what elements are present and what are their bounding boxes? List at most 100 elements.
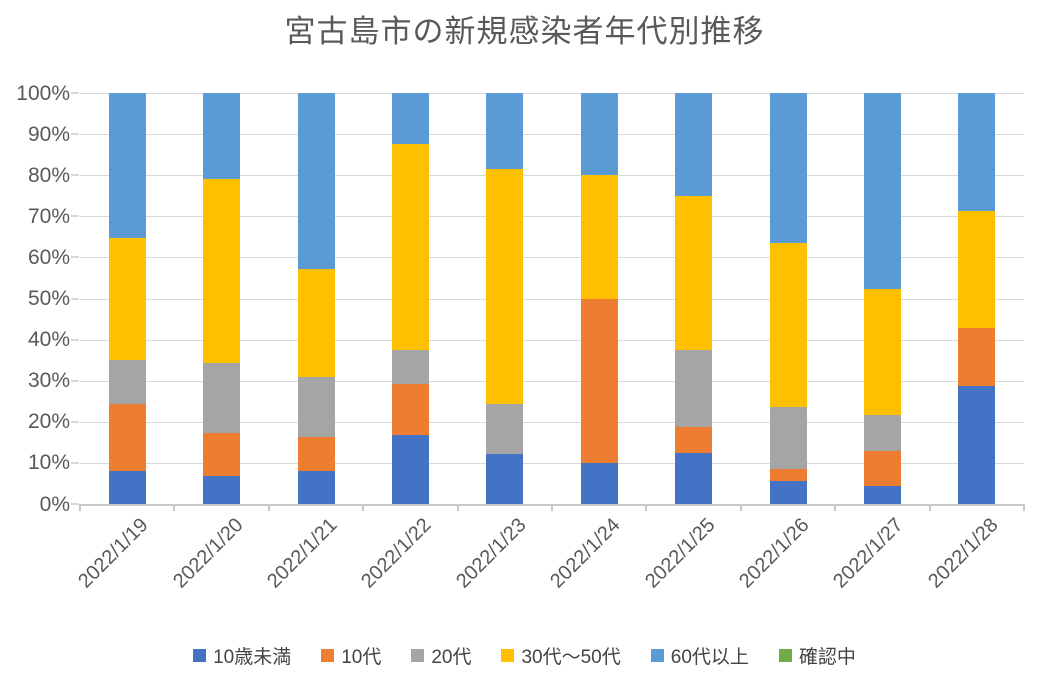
y-axis-label: 70% bbox=[27, 204, 70, 228]
bar-segment-10代 bbox=[108, 404, 146, 471]
bar-segment-30代〜50代 bbox=[391, 144, 429, 350]
y-axis-tick bbox=[71, 379, 79, 382]
bar-segment-20代 bbox=[863, 414, 901, 451]
bar-2022/1/25 bbox=[675, 93, 713, 504]
legend-swatch-icon bbox=[501, 649, 515, 662]
bar-segment-10代 bbox=[297, 436, 335, 471]
grid-line bbox=[80, 175, 1024, 177]
x-axis-tick bbox=[173, 504, 176, 511]
y-axis-tick bbox=[71, 297, 79, 300]
y-axis-tick bbox=[71, 256, 79, 259]
legend-swatch-icon bbox=[411, 649, 425, 662]
x-axis-tick bbox=[79, 504, 81, 511]
bar-segment-30代〜50代 bbox=[958, 210, 996, 328]
bar-segment-60代以上 bbox=[486, 93, 524, 169]
legend-label: 確認中 bbox=[798, 647, 856, 668]
bar-segment-20代 bbox=[675, 349, 713, 427]
y-axis-label: 30% bbox=[27, 369, 70, 393]
legend: 10歳未満 10代 20代 30代〜50代 60代以上 確認中 bbox=[0, 642, 1049, 669]
bar-segment-10代 bbox=[958, 327, 996, 387]
bar-segment-60代以上 bbox=[675, 93, 713, 196]
legend-item-30代〜50代: 30代〜50代 bbox=[501, 642, 621, 669]
x-axis-label: 2022/1/27 bbox=[829, 514, 908, 593]
bar-2022/1/23 bbox=[486, 93, 524, 504]
y-axis-label: 50% bbox=[27, 287, 70, 310]
bar-segment-10歳未満 bbox=[580, 462, 618, 504]
y-axis-label: 40% bbox=[27, 328, 70, 352]
grid-line bbox=[80, 339, 1024, 341]
bar-segment-30代〜50代 bbox=[675, 195, 713, 350]
bar-segment-30代〜50代 bbox=[486, 168, 524, 404]
y-axis-tick bbox=[71, 133, 79, 136]
legend-item-10代: 10代 bbox=[321, 642, 381, 669]
bar-segment-10代 bbox=[675, 426, 713, 453]
bar-segment-20代 bbox=[108, 359, 146, 405]
bar-2022/1/20 bbox=[203, 93, 241, 504]
bar-segment-20代 bbox=[391, 349, 429, 384]
legend-item-60代以上: 60代以上 bbox=[650, 642, 749, 669]
bar-2022/1/22 bbox=[391, 93, 429, 504]
y-axis-label: 0% bbox=[39, 492, 70, 516]
legend-label: 20代 bbox=[431, 647, 472, 668]
y-axis-tick bbox=[71, 215, 79, 218]
bar-segment-60代以上 bbox=[203, 93, 241, 179]
bar-segment-30代〜50代 bbox=[297, 268, 335, 377]
bar-2022/1/26 bbox=[769, 93, 807, 504]
grid-line bbox=[80, 421, 1024, 423]
bar-2022/1/21 bbox=[297, 93, 335, 504]
x-axis-tick bbox=[456, 504, 459, 511]
x-axis-label: 2022/1/28 bbox=[923, 514, 1003, 593]
y-axis-tick bbox=[71, 503, 79, 505]
bar-segment-20代 bbox=[203, 362, 241, 434]
bar-segment-10代 bbox=[580, 298, 618, 463]
bar-segment-60代以上 bbox=[863, 93, 901, 290]
bar-segment-60代以上 bbox=[580, 93, 618, 176]
y-axis-label: 10% bbox=[27, 451, 70, 475]
bar-segment-10代 bbox=[203, 433, 241, 476]
x-axis-tick bbox=[551, 504, 553, 511]
bar-segment-10歳未満 bbox=[769, 481, 807, 504]
legend-swatch-icon bbox=[193, 649, 207, 662]
y-axis-label: 20% bbox=[27, 410, 70, 434]
x-axis-label: 2022/1/19 bbox=[74, 514, 153, 593]
y-axis-label: 90% bbox=[27, 122, 70, 146]
x-axis-tick bbox=[362, 504, 365, 511]
x-axis-tick bbox=[1023, 504, 1025, 511]
x-axis-tick bbox=[834, 504, 837, 511]
grid-line bbox=[80, 93, 1024, 94]
grid-line bbox=[80, 298, 1024, 300]
bar-segment-10歳未満 bbox=[297, 470, 335, 504]
legend-label: 60代以上 bbox=[670, 647, 749, 668]
x-axis-tick bbox=[739, 504, 742, 511]
grid-line bbox=[80, 216, 1024, 218]
bar-segment-30代〜50代 bbox=[769, 243, 807, 408]
legend-swatch-icon bbox=[650, 649, 664, 662]
x-axis-label: 2022/1/20 bbox=[168, 514, 248, 593]
legend-label: 10歳未満 bbox=[213, 647, 292, 668]
x-axis-tick bbox=[645, 504, 648, 511]
y-axis-tick bbox=[71, 461, 79, 464]
x-axis-label: 2022/1/26 bbox=[735, 514, 814, 593]
bar-segment-60代以上 bbox=[958, 93, 996, 211]
legend-label: 10代 bbox=[341, 647, 382, 668]
bar-segment-10代 bbox=[769, 469, 807, 482]
x-axis-label: 2022/1/24 bbox=[546, 514, 625, 593]
bar-segment-10代 bbox=[863, 450, 901, 487]
bar-segment-10歳未満 bbox=[108, 470, 146, 504]
bar-segment-10歳未満 bbox=[863, 486, 901, 504]
legend-item-10歳未満: 10歳未満 bbox=[193, 642, 291, 669]
bar-segment-10歳未満 bbox=[391, 435, 429, 504]
legend-swatch-icon bbox=[321, 649, 335, 662]
bar-2022/1/24 bbox=[580, 93, 618, 504]
grid-line bbox=[80, 134, 1024, 136]
y-axis-label: 80% bbox=[27, 163, 70, 187]
bar-segment-30代〜50代 bbox=[580, 175, 618, 299]
bar-segment-60代以上 bbox=[297, 93, 335, 269]
bar-segment-20代 bbox=[769, 407, 807, 470]
legend-swatch-icon bbox=[778, 649, 792, 662]
bar-segment-30代〜50代 bbox=[203, 178, 241, 363]
y-axis-tick bbox=[71, 338, 79, 341]
grid-line bbox=[80, 257, 1024, 259]
legend-item-確認中: 確認中 bbox=[778, 642, 856, 669]
